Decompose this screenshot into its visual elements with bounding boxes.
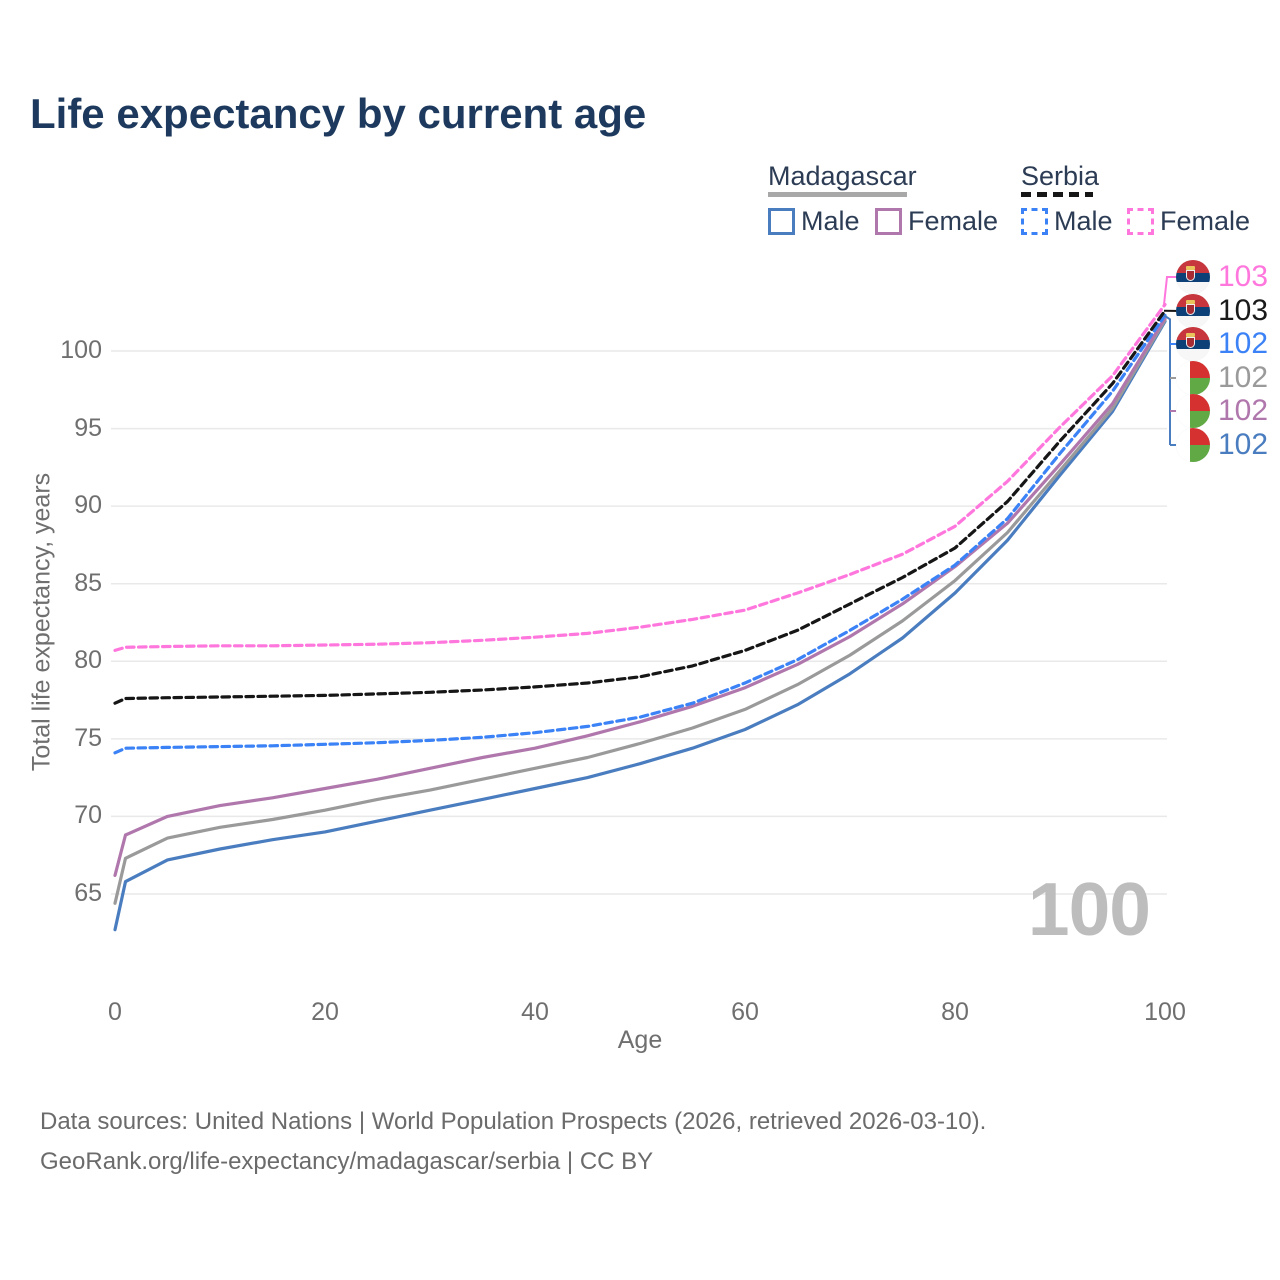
legend-item-madagascar-female[interactable]: Female bbox=[875, 206, 998, 237]
legend-underline-madagascar bbox=[768, 192, 907, 197]
legend-item-label: Male bbox=[801, 206, 860, 236]
legend-swatch-0-1 bbox=[875, 208, 902, 235]
legend-item-label: Female bbox=[1160, 206, 1251, 236]
end-label-value: 102 bbox=[1218, 361, 1269, 394]
legend-item-madagascar-male[interactable]: Male bbox=[768, 206, 860, 237]
y-tick-label: 100 bbox=[60, 336, 102, 364]
watermark-age-label: 100 bbox=[1027, 867, 1151, 951]
legend-group-serbia-title: Serbia bbox=[1021, 161, 1100, 191]
y-tick-label: 95 bbox=[74, 414, 102, 442]
madagascar-flag-icon bbox=[1176, 361, 1210, 395]
legend-underline-serbia bbox=[1021, 192, 1093, 197]
end-label-value: 103 bbox=[1218, 260, 1269, 293]
end-label-row: 102 bbox=[1176, 394, 1268, 428]
end-label-value: 102 bbox=[1218, 394, 1269, 427]
legend-group-madagascar-title: Madagascar bbox=[768, 161, 917, 191]
legend-swatch-1-1 bbox=[1127, 208, 1154, 235]
y-tick-label: 80 bbox=[74, 646, 102, 674]
y-tick-label: 70 bbox=[74, 801, 102, 829]
end-label-value: 102 bbox=[1218, 428, 1269, 461]
end-label-value: 103 bbox=[1218, 294, 1269, 327]
y-tick-label: 85 bbox=[74, 569, 102, 597]
serbia-flag-icon bbox=[1176, 260, 1210, 294]
end-label-row: 102 bbox=[1176, 361, 1268, 395]
x-tick-label: 60 bbox=[731, 998, 759, 1026]
serbia-flag-icon bbox=[1176, 327, 1210, 361]
end-label-value: 102 bbox=[1218, 327, 1269, 360]
legend-item-label: Male bbox=[1054, 206, 1113, 236]
y-tick-label: 90 bbox=[74, 491, 102, 519]
legend-item-serbia-female[interactable]: Female bbox=[1127, 206, 1250, 237]
page-title: Life expectancy by current age bbox=[30, 90, 647, 137]
x-tick-label: 40 bbox=[521, 998, 549, 1026]
x-tick-label: 80 bbox=[941, 998, 969, 1026]
y-tick-label: 65 bbox=[74, 879, 102, 907]
footer-sources: Data sources: United Nations | World Pop… bbox=[40, 1108, 987, 1135]
legend-swatch-1-0 bbox=[1021, 208, 1048, 235]
legend-item-serbia-male[interactable]: Male bbox=[1021, 206, 1113, 237]
footer-url: GeoRank.org/life-expectancy/madagascar/s… bbox=[40, 1148, 654, 1175]
madagascar-flag-icon bbox=[1176, 394, 1210, 428]
y-tick-label: 75 bbox=[74, 724, 102, 752]
x-tick-label: 20 bbox=[311, 998, 339, 1026]
legend-swatch-0-0 bbox=[768, 208, 795, 235]
end-label-row: 103 bbox=[1176, 294, 1268, 328]
x-axis-title: Age bbox=[617, 1026, 663, 1054]
end-label-row: 102 bbox=[1176, 327, 1268, 361]
madagascar-flag-icon bbox=[1176, 428, 1210, 462]
serbia-flag-icon bbox=[1176, 294, 1210, 328]
legend-item-label: Female bbox=[908, 206, 999, 236]
x-tick-label: 0 bbox=[108, 998, 122, 1026]
x-tick-label: 100 bbox=[1144, 998, 1186, 1026]
end-label-row: 102 bbox=[1176, 428, 1268, 462]
end-label-row: 103 bbox=[1176, 260, 1268, 294]
